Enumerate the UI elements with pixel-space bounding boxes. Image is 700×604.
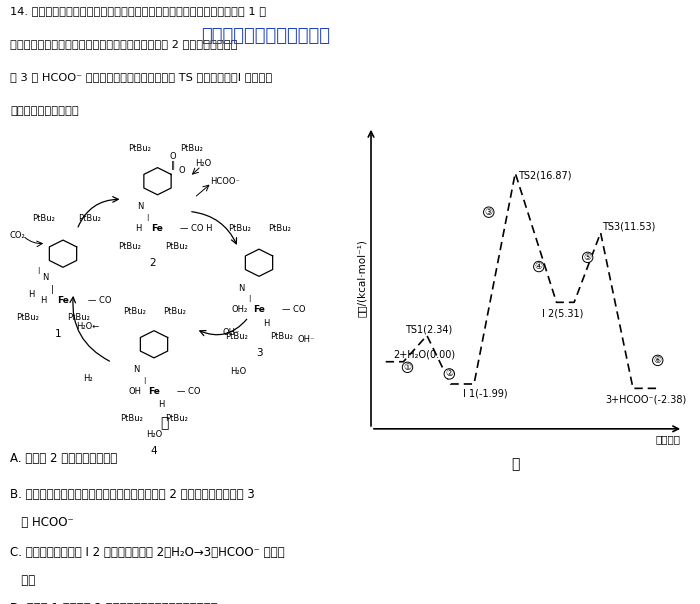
Text: — CO: — CO (88, 296, 111, 305)
Text: H₂O: H₂O (146, 431, 162, 439)
Text: PtBu₂: PtBu₂ (17, 313, 39, 321)
Text: N: N (133, 365, 140, 374)
Text: PtBu₂: PtBu₂ (123, 307, 146, 315)
Text: |: | (143, 377, 146, 384)
Text: |: | (51, 286, 54, 294)
Text: OH: OH (128, 387, 141, 396)
Text: |: | (37, 267, 40, 274)
Text: 14. 我国科学家已经成功地利用二氧化碳催化氢化获得甲酸，如图，化合物 1 催: 14. 我国科学家已经成功地利用二氧化碳催化氢化获得甲酸，如图，化合物 1 催 (10, 6, 267, 16)
Text: — CO H: — CO H (181, 223, 213, 233)
Text: 微信公众号关注：趣找答案: 微信公众号关注：趣找答案 (202, 27, 330, 45)
Text: ②: ② (445, 370, 454, 379)
Text: O: O (178, 165, 185, 175)
Text: HCOO⁻: HCOO⁻ (210, 177, 240, 186)
Text: B. 从平衡移动的角度看，升高温度可促进化合物 2 与水反应生成化合物 3: B. 从平衡移动的角度看，升高温度可促进化合物 2 与水反应生成化合物 3 (10, 489, 255, 501)
Text: ⑥: ⑥ (654, 356, 662, 365)
Text: PtBu₂: PtBu₂ (228, 223, 251, 233)
Text: H₂O: H₂O (195, 159, 211, 168)
Text: 2+H₂O(0.00): 2+H₂O(0.00) (393, 349, 456, 359)
Text: Fe: Fe (152, 223, 163, 233)
Text: H: H (158, 400, 164, 409)
Text: H: H (262, 319, 270, 327)
Text: H₂: H₂ (83, 373, 92, 382)
Text: H₂O: H₂O (230, 367, 246, 376)
Text: |: | (248, 295, 251, 303)
Text: 反应历程: 反应历程 (655, 434, 680, 445)
Text: I 1(-1.99): I 1(-1.99) (463, 388, 508, 398)
Text: PtBu₂: PtBu₂ (165, 414, 188, 423)
Text: — CO: — CO (281, 305, 305, 314)
Text: 4: 4 (150, 446, 158, 457)
Text: H: H (41, 296, 47, 305)
Text: TS3(11.53): TS3(11.53) (603, 222, 656, 231)
Text: O: O (170, 152, 176, 161)
Text: PtBu₂: PtBu₂ (181, 144, 203, 153)
Text: 甲: 甲 (160, 416, 169, 430)
Text: 2: 2 (149, 258, 155, 268)
Text: PtBu₂: PtBu₂ (120, 414, 143, 423)
Text: Fe: Fe (57, 296, 69, 305)
Text: H: H (28, 290, 35, 299)
Text: PtBu₂: PtBu₂ (164, 307, 186, 315)
Text: Fe: Fe (148, 387, 160, 396)
Text: OH₂: OH₂ (232, 305, 248, 314)
Text: PtBu₂: PtBu₂ (225, 332, 248, 341)
Text: TS2(16.87): TS2(16.87) (517, 170, 571, 181)
Text: — CO: — CO (177, 387, 200, 396)
Text: 1: 1 (55, 329, 61, 339)
Text: CO₂: CO₂ (10, 231, 25, 240)
Text: |: | (146, 214, 149, 221)
Text: A. 化合物 2 为此反应的催化剂: A. 化合物 2 为此反应的催化剂 (10, 452, 118, 464)
Text: OH⁻: OH⁻ (223, 328, 239, 337)
Text: PtBu₂: PtBu₂ (78, 214, 101, 223)
Text: H: H (135, 223, 141, 233)
Text: 3: 3 (256, 349, 262, 358)
Text: I 2(5.31): I 2(5.31) (542, 309, 583, 319)
Text: 乙: 乙 (511, 457, 519, 471)
Text: PtBu₂: PtBu₂ (32, 214, 55, 223)
Text: 步骤: 步骤 (10, 574, 36, 587)
Text: Fe: Fe (253, 305, 265, 314)
Text: PtBu₂: PtBu₂ (270, 332, 293, 341)
Text: TS1(2.34): TS1(2.34) (405, 324, 452, 334)
Text: ③: ③ (484, 208, 493, 217)
Text: PtBu₂: PtBu₂ (129, 144, 151, 153)
Text: PtBu₂: PtBu₂ (67, 313, 90, 321)
Text: 与 HCOO⁻: 与 HCOO⁻ (10, 516, 74, 530)
Text: 物 3 和 HCOO⁻ 的反应历程如图乙所示，其中 TS 表示过渡态，I 表示中间: 物 3 和 HCOO⁻ 的反应历程如图乙所示，其中 TS 表示过渡态，I 表示中… (10, 72, 273, 83)
Text: N: N (136, 202, 144, 211)
Text: ①: ① (403, 363, 412, 372)
Text: PtBu₂: PtBu₂ (165, 242, 188, 251)
Text: N: N (238, 284, 245, 293)
Text: ‖: ‖ (171, 161, 176, 170)
Text: PtBu₂: PtBu₂ (269, 223, 291, 233)
Text: N: N (42, 274, 49, 282)
Text: 化氢化二氧化碳的反应过程如图甲所示，其中化合物 2 与水反应生成化合: 化氢化二氧化碳的反应过程如图甲所示，其中化合物 2 与水反应生成化合 (10, 39, 238, 49)
Text: 体。下列说法正确的是: 体。下列说法正确的是 (10, 106, 79, 117)
Text: ⑤: ⑤ (584, 253, 592, 262)
Y-axis label: 能量/(kcal·mol⁻¹): 能量/(kcal·mol⁻¹) (357, 239, 367, 316)
Text: OH⁻: OH⁻ (298, 335, 315, 344)
Text: H₂O←: H₂O← (76, 322, 99, 331)
Text: PtBu₂: PtBu₂ (118, 242, 141, 251)
Text: 3+HCOO⁻(-2.38): 3+HCOO⁻(-2.38) (606, 395, 687, 405)
Text: D. 化合物 1 到化合物 2 的过程中不存在极性键的断裂和形成: D. 化合物 1 到化合物 2 的过程中不存在极性键的断裂和形成 (10, 602, 218, 604)
Text: C. 图乙中形成中间体 I 2 的反应为图甲中 2＋H₂O→3＋HCOO⁻ 的决速: C. 图乙中形成中间体 I 2 的反应为图甲中 2＋H₂O→3＋HCOO⁻ 的决… (10, 546, 285, 559)
Text: ④: ④ (535, 262, 543, 271)
